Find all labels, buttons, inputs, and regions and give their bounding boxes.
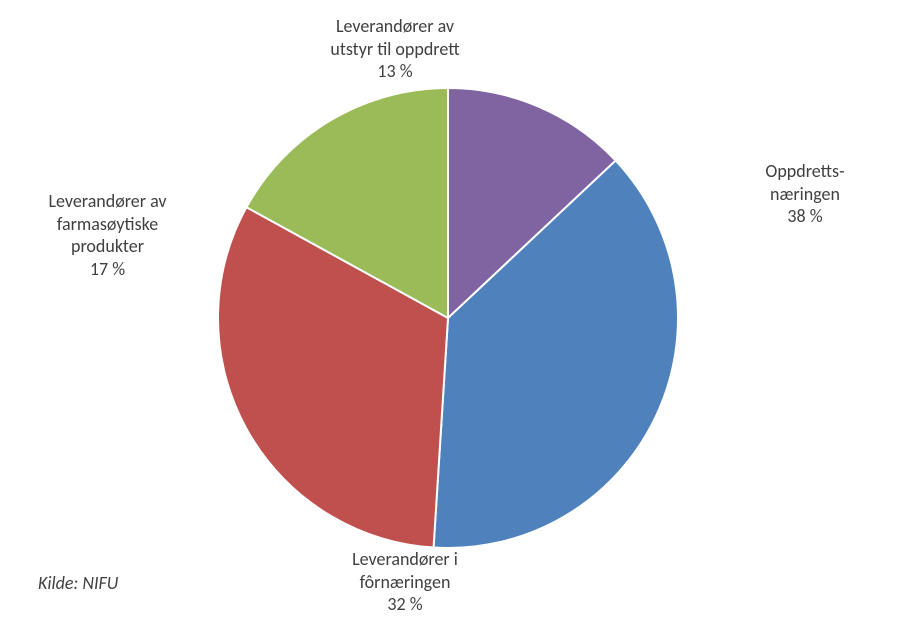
source-citation: Kilde: NIFU xyxy=(38,572,118,594)
slice-label-line: næringen xyxy=(710,183,900,206)
slice-label-line: 13 % xyxy=(290,60,500,83)
slice-label-line: Leverandører i xyxy=(300,548,510,571)
slice-label-line: produkter xyxy=(10,235,205,258)
slice-label-oppdrett_utstyr: Leverandører avutstyr til oppdrett13 % xyxy=(290,15,500,83)
slice-label-line: utstyr til oppdrett xyxy=(290,38,500,61)
pie-chart-container: Leverandører avutstyr til oppdrett13 %Op… xyxy=(0,0,917,627)
slice-label-line: farmasøytiske xyxy=(10,213,205,236)
slice-label-fornaeringen: Leverandører ifôrnæringen32 % xyxy=(300,548,510,616)
slice-label-line: Leverandører av xyxy=(10,190,205,213)
slice-label-line: Leverandører av xyxy=(290,15,500,38)
pie-chart-svg xyxy=(0,0,917,627)
slice-label-line: 38 % xyxy=(710,205,900,228)
slice-label-line: Oppdretts- xyxy=(710,160,900,183)
slice-label-oppdretts_naeringen: Oppdretts-næringen38 % xyxy=(710,160,900,228)
slice-label-line: fôrnæringen xyxy=(300,571,510,594)
slice-label-line: 17 % xyxy=(10,258,205,281)
slice-label-farmasoytiske: Leverandører avfarmasøytiskeprodukter17 … xyxy=(10,190,205,280)
slice-label-line: 32 % xyxy=(300,593,510,616)
